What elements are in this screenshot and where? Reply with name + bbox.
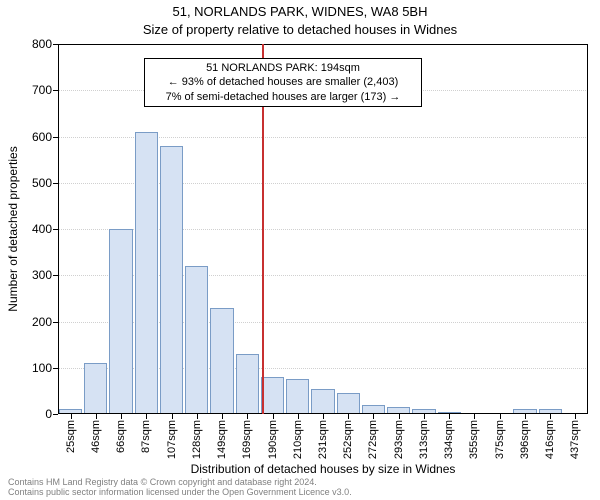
y-tick-label: 600 bbox=[32, 130, 52, 144]
footer-attribution: Contains HM Land Registry data © Crown c… bbox=[8, 478, 352, 498]
x-tick-label: 396sqm bbox=[519, 420, 531, 459]
x-tick-label: 25sqm bbox=[65, 420, 77, 453]
x-tick bbox=[575, 414, 576, 419]
x-tick-label: 375sqm bbox=[494, 420, 506, 459]
page-title-line1: 51, NORLANDS PARK, WIDNES, WA8 5BH bbox=[0, 4, 600, 19]
x-tick-label: 107sqm bbox=[166, 420, 178, 459]
x-tick bbox=[500, 414, 501, 419]
y-tick-label: 100 bbox=[32, 361, 52, 375]
x-tick bbox=[550, 414, 551, 419]
y-axis-title: Number of detached properties bbox=[6, 146, 20, 311]
x-tick-label: 66sqm bbox=[115, 420, 127, 453]
x-tick-label: 128sqm bbox=[191, 420, 203, 459]
x-tick-label: 334sqm bbox=[443, 420, 455, 459]
footer-line2: Contains public sector information licen… bbox=[8, 488, 352, 498]
y-tick bbox=[53, 90, 58, 91]
x-tick-label: 437sqm bbox=[569, 420, 581, 459]
x-tick bbox=[197, 414, 198, 419]
x-tick bbox=[449, 414, 450, 419]
x-tick bbox=[348, 414, 349, 419]
y-tick-label: 400 bbox=[32, 222, 52, 236]
y-tick bbox=[53, 183, 58, 184]
x-tick bbox=[474, 414, 475, 419]
x-tick-label: 416sqm bbox=[544, 420, 556, 459]
x-tick bbox=[298, 414, 299, 419]
x-tick bbox=[273, 414, 274, 419]
x-tick-label: 210sqm bbox=[292, 420, 304, 459]
y-tick bbox=[53, 44, 58, 45]
x-tick bbox=[323, 414, 324, 419]
annotation-line: 7% of semi-detached houses are larger (1… bbox=[153, 90, 413, 104]
y-tick bbox=[53, 368, 58, 369]
annotation-box: 51 NORLANDS PARK: 194sqm← 93% of detache… bbox=[144, 58, 422, 107]
x-tick-label: 231sqm bbox=[317, 420, 329, 459]
x-tick-label: 293sqm bbox=[393, 420, 405, 459]
y-tick-label: 200 bbox=[32, 315, 52, 329]
x-tick bbox=[222, 414, 223, 419]
page-title-line2: Size of property relative to detached ho… bbox=[0, 22, 600, 37]
x-axis-title: Distribution of detached houses by size … bbox=[58, 462, 588, 476]
x-tick-label: 313sqm bbox=[418, 420, 430, 459]
x-tick bbox=[399, 414, 400, 419]
y-tick-label: 300 bbox=[32, 268, 52, 282]
x-tick bbox=[172, 414, 173, 419]
y-tick-label: 800 bbox=[32, 37, 52, 51]
chart-container: 51, NORLANDS PARK, WIDNES, WA8 5BH Size … bbox=[0, 0, 600, 500]
x-tick bbox=[146, 414, 147, 419]
x-tick bbox=[525, 414, 526, 419]
x-tick bbox=[96, 414, 97, 419]
x-tick-label: 87sqm bbox=[140, 420, 152, 453]
x-tick bbox=[424, 414, 425, 419]
x-tick-label: 355sqm bbox=[468, 420, 480, 459]
y-tick-label: 0 bbox=[45, 407, 52, 421]
y-tick bbox=[53, 414, 58, 415]
y-tick-label: 500 bbox=[32, 176, 52, 190]
x-tick bbox=[373, 414, 374, 419]
x-tick bbox=[121, 414, 122, 419]
y-axis-title-wrap: Number of detached properties bbox=[6, 44, 20, 414]
y-tick bbox=[53, 137, 58, 138]
x-tick-label: 252sqm bbox=[342, 420, 354, 459]
annotation-line: ← 93% of detached houses are smaller (2,… bbox=[153, 75, 413, 89]
y-tick bbox=[53, 229, 58, 230]
x-tick bbox=[71, 414, 72, 419]
x-tick-label: 190sqm bbox=[267, 420, 279, 459]
x-tick-label: 169sqm bbox=[241, 420, 253, 459]
x-tick bbox=[247, 414, 248, 419]
plot-area: 010020030040050060070080025sqm46sqm66sqm… bbox=[58, 44, 588, 414]
x-tick-label: 46sqm bbox=[90, 420, 102, 453]
x-tick-label: 272sqm bbox=[367, 420, 379, 459]
annotation-line: 51 NORLANDS PARK: 194sqm bbox=[153, 61, 413, 75]
y-tick bbox=[53, 322, 58, 323]
y-tick-label: 700 bbox=[32, 83, 52, 97]
y-tick bbox=[53, 275, 58, 276]
x-tick-label: 149sqm bbox=[216, 420, 228, 459]
